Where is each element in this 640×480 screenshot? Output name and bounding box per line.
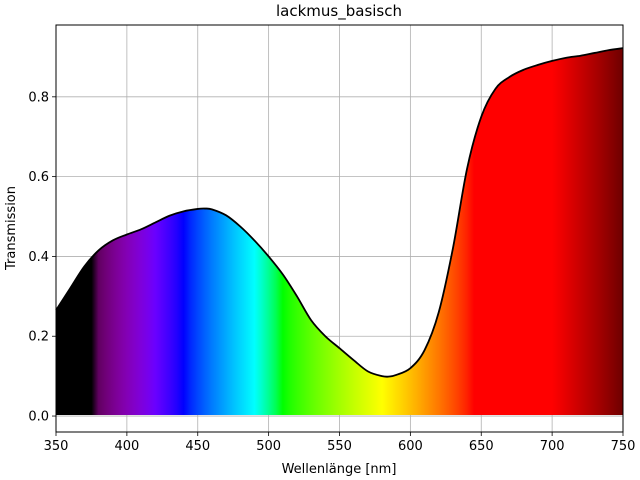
y-axis-ticks: 0.0 0.2 0.4 0.6 0.8 [28, 90, 56, 425]
x-axis-label: Wellenlänge [nm] [282, 462, 397, 477]
transmission-curve [55, 47, 624, 378]
x-tick-label: 700 [540, 439, 565, 454]
x-tick-label: 450 [185, 439, 210, 454]
x-tick-label: 400 [114, 439, 139, 454]
y-axis-label: Transmission [4, 186, 19, 271]
chart-title: lackmus_basisch [276, 2, 402, 21]
y-tick-label: 0.8 [28, 90, 49, 105]
x-tick-label: 550 [327, 439, 352, 454]
y-tick-label: 0.0 [28, 410, 49, 425]
y-tick-label: 0.2 [28, 330, 49, 345]
y-tick-label: 0.6 [28, 170, 49, 185]
x-tick-label: 750 [611, 439, 636, 454]
x-tick-label: 350 [44, 439, 69, 454]
x-tick-label: 500 [256, 439, 281, 454]
x-tick-label: 600 [398, 439, 423, 454]
x-tick-label: 650 [469, 439, 494, 454]
y-tick-label: 0.4 [28, 250, 49, 265]
x-axis-ticks: 350 400 450 500 550 600 650 700 750 [44, 432, 636, 454]
